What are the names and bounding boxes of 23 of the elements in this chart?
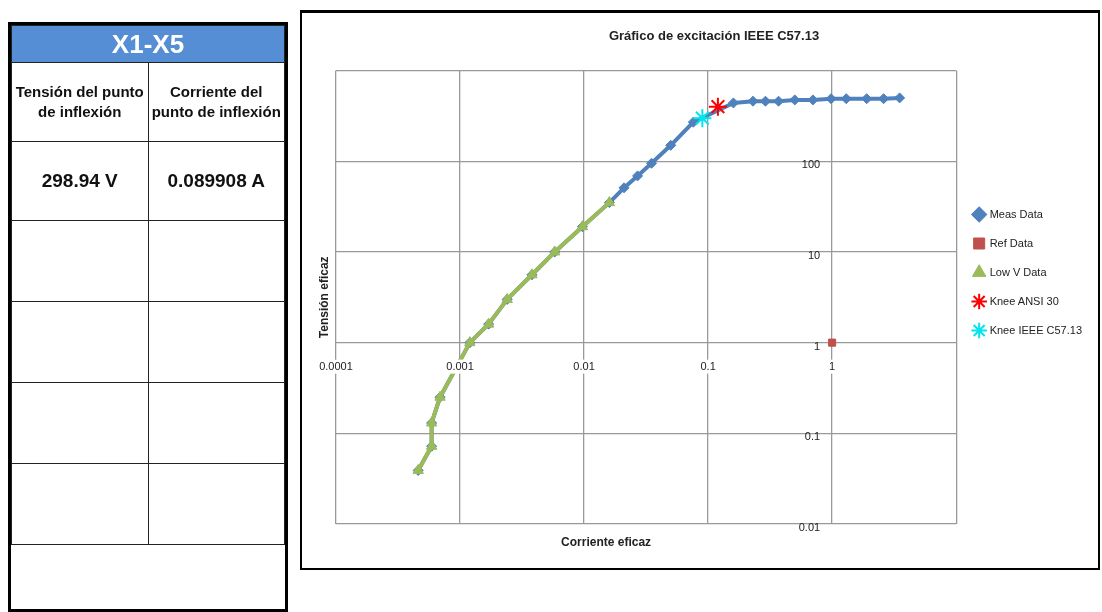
x-tick-label: 0.1 <box>700 359 716 372</box>
y-tick-label: 0.1 <box>804 430 821 443</box>
legend-label: Knee IEEE C57.13 <box>989 323 1082 336</box>
x-tick-label: 0.01 <box>573 359 595 372</box>
y-tick-label: 1 <box>814 339 821 352</box>
x-tick-label: 1 <box>829 359 836 372</box>
text: Tensión del punto de inflexión <box>11 62 148 142</box>
legend-label: Meas Data <box>989 207 1044 220</box>
text: 0.089908 A <box>148 141 285 221</box>
y-tick-label: 10 <box>807 248 821 261</box>
y-tick-label: 0.01 <box>798 521 821 534</box>
legend-label: Knee ANSI 30 <box>989 294 1059 307</box>
text: 298.94 V <box>11 141 148 221</box>
text: X1-X5 <box>11 25 285 63</box>
x-axis-title: Corriente eficaz <box>561 535 652 549</box>
x-tick-label: 0.001 <box>446 359 474 372</box>
text: Corriente del punto de inflexión <box>148 62 285 142</box>
x-tick-label: 0.0001 <box>319 359 353 372</box>
legend-label: Ref Data <box>989 236 1034 249</box>
y-tick-label: 100 <box>801 158 821 171</box>
chart-title: Gráfico de excitación IEEE C57.13 <box>608 28 820 44</box>
legend-label: Low V Data <box>989 265 1048 278</box>
y-axis-title: Tensión eficaz <box>317 256 331 339</box>
